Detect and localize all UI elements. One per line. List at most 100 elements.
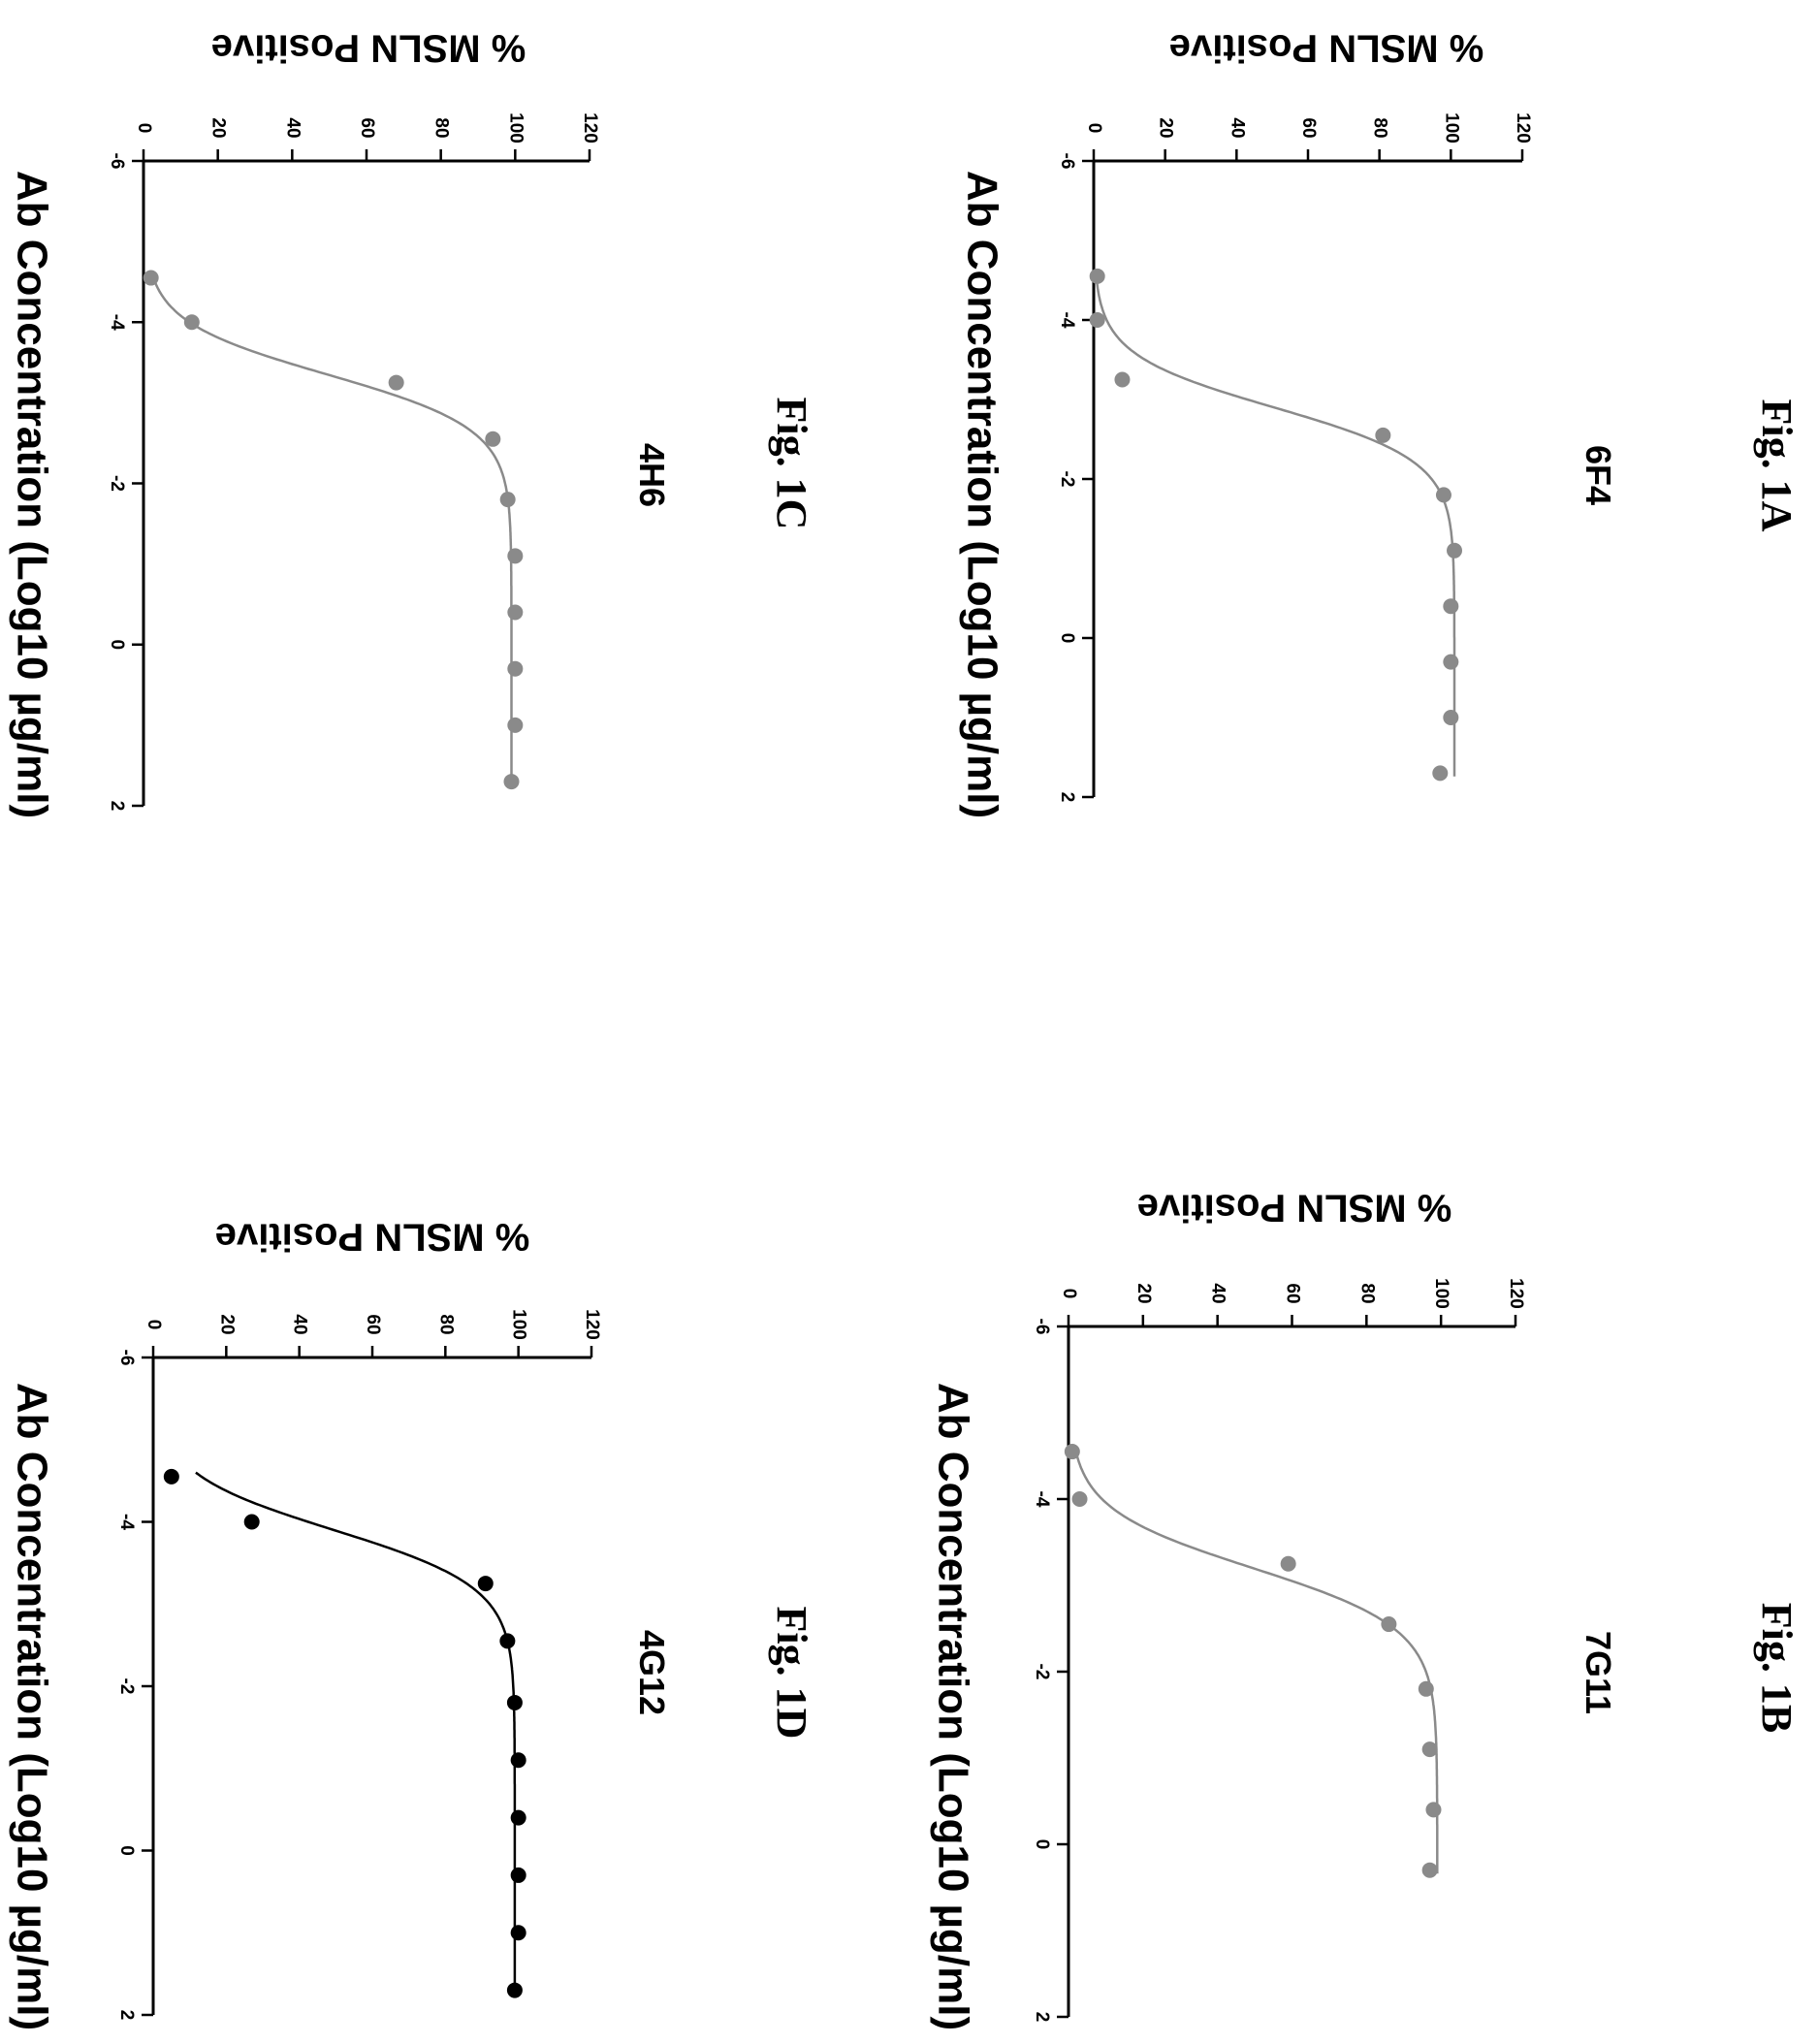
x-tick-label: -6: [107, 153, 127, 170]
y-tick-label: 120: [1513, 112, 1533, 144]
data-point: [143, 270, 159, 286]
chart-title: 7G11: [1579, 1631, 1618, 1714]
fit-curve: [1073, 1447, 1439, 1874]
data-point: [1443, 598, 1459, 615]
data-point: [510, 1925, 526, 1941]
data-point: [510, 1867, 526, 1883]
y-tick-label: 60: [1298, 117, 1319, 138]
x-tick-label: 2: [116, 2010, 137, 2021]
x-tick-label: 2: [107, 801, 127, 812]
x-tick-label: -2: [116, 1678, 137, 1695]
figure-caption: Fig. 1D: [768, 1607, 815, 1740]
chart-title: 4H6: [632, 443, 672, 507]
data-point: [1280, 1555, 1296, 1572]
data-point: [1381, 1616, 1397, 1633]
data-point: [510, 1809, 526, 1826]
data-point: [507, 548, 524, 564]
y-tick-label: 60: [363, 1314, 383, 1334]
data-point: [499, 492, 516, 508]
y-tick-label: 0: [1059, 1289, 1079, 1299]
x-axis-label: Ab Concentration (Log10 µg/ml): [929, 1383, 976, 2030]
y-tick-label: 20: [1156, 117, 1176, 138]
data-point: [506, 1694, 523, 1710]
data-point: [506, 1982, 523, 1998]
x-tick-label: -6: [1057, 153, 1077, 170]
data-point: [388, 374, 404, 391]
data-point: [1425, 1802, 1442, 1818]
y-axis-label: % MSLN Positive: [1169, 26, 1484, 69]
data-point: [507, 604, 524, 621]
y-tick-label: 120: [580, 112, 600, 144]
x-axis-label: Ab Concentration (Log10 µg/ml): [958, 171, 1005, 818]
y-axis-label: % MSLN Positive: [1137, 1186, 1452, 1229]
y-tick-label: 20: [208, 117, 229, 138]
data-point: [1421, 1741, 1438, 1758]
x-tick-label: 0: [1057, 633, 1077, 644]
y-tick-label: 40: [1227, 117, 1247, 138]
y-tick-label: 40: [1208, 1283, 1228, 1303]
y-tick-label: 0: [144, 1320, 164, 1330]
data-point: [1418, 1680, 1434, 1697]
y-tick-label: 0: [1084, 123, 1104, 134]
data-point: [1114, 371, 1131, 388]
fit-curve: [1095, 271, 1456, 777]
y-tick-label: 120: [582, 1309, 602, 1340]
data-point: [1064, 1444, 1080, 1460]
y-tick-label: 40: [290, 1314, 310, 1334]
x-tick-label: 2: [1057, 792, 1077, 803]
data-point: [1435, 487, 1451, 503]
data-point: [1375, 427, 1391, 443]
x-tick-label: 0: [1032, 1839, 1052, 1850]
x-axis-label: Ab Concentration (Log10 µg/ml): [8, 171, 55, 818]
y-axis-label: % MSLN Positive: [215, 1215, 530, 1258]
data-point: [1089, 312, 1105, 328]
fit-curve: [195, 1471, 517, 1994]
data-point: [163, 1468, 179, 1485]
fit-curve: [150, 273, 513, 785]
data-point: [507, 717, 524, 733]
data-point: [499, 1633, 516, 1649]
y-tick-label: 100: [509, 1309, 529, 1340]
x-axis-label: Ab Concentration (Log10 µg/ml): [8, 1383, 55, 2030]
y-tick-label: 80: [1356, 1283, 1377, 1303]
data-point: [1421, 1862, 1438, 1878]
chart-title: 4G12: [632, 1630, 672, 1715]
y-tick-label: 120: [1506, 1278, 1526, 1309]
figure-caption: Fig. 1A: [1753, 399, 1801, 532]
y-tick-label: 80: [431, 117, 452, 138]
y-tick-label: 20: [216, 1314, 237, 1334]
x-tick-label: -4: [116, 1514, 137, 1530]
chart-title: 6F4: [1579, 445, 1618, 505]
x-tick-label: 0: [116, 1845, 137, 1856]
data-point: [183, 314, 200, 331]
x-tick-label: -2: [1032, 1664, 1052, 1680]
data-point: [243, 1514, 260, 1530]
x-tick-label: -4: [1032, 1491, 1052, 1508]
data-point: [1447, 542, 1463, 559]
data-point: [1071, 1491, 1088, 1507]
data-point: [1443, 654, 1459, 670]
x-tick-label: -2: [1057, 471, 1077, 488]
x-tick-label: -6: [1032, 1319, 1052, 1335]
data-point: [503, 774, 520, 790]
x-tick-label: 0: [107, 639, 127, 650]
data-point: [1432, 765, 1449, 782]
figure-caption: Fig. 1B: [1753, 1603, 1801, 1733]
data-point: [1443, 710, 1459, 725]
x-tick-label: -6: [116, 1350, 137, 1366]
y-tick-label: 80: [435, 1314, 456, 1334]
data-point: [507, 660, 524, 677]
data-point: [477, 1576, 494, 1592]
y-tick-label: 100: [1431, 1278, 1451, 1309]
y-tick-label: 80: [1370, 117, 1390, 138]
x-tick-label: 2: [1032, 2012, 1052, 2023]
y-tick-label: 40: [282, 117, 303, 138]
y-tick-label: 100: [1441, 112, 1461, 144]
x-tick-label: -2: [107, 475, 127, 492]
figure-caption: Fig. 1C: [768, 398, 815, 530]
data-point: [1089, 268, 1105, 284]
